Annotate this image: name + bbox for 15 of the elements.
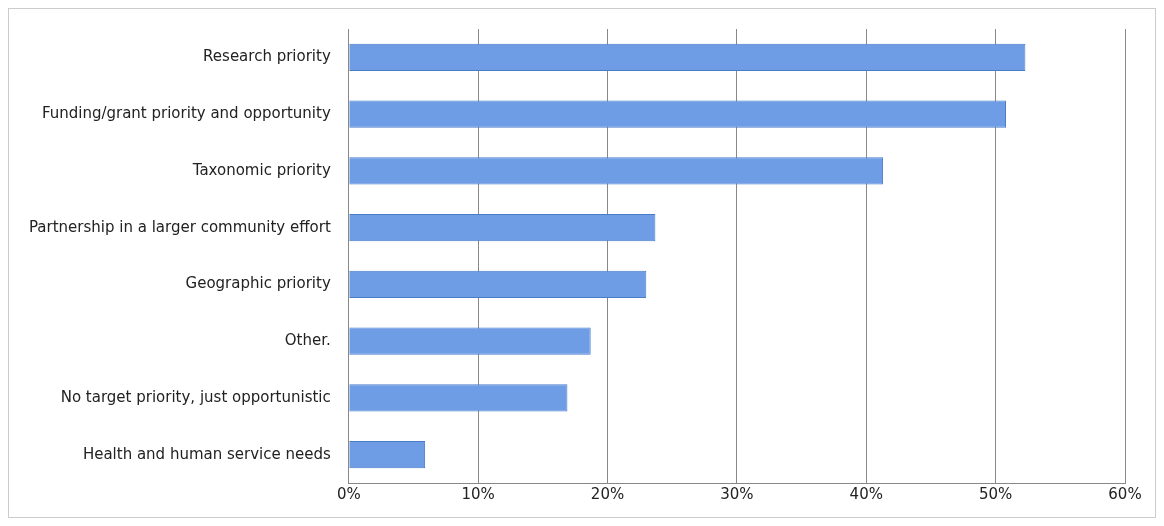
x-tick-label: 0% — [336, 484, 361, 503]
y-tick-label: Other. — [284, 331, 331, 350]
y-tick-label: Research priority — [203, 47, 331, 66]
y-tick-label: Taxonomic priority — [191, 160, 331, 179]
x-tick-label: 50% — [978, 484, 1013, 503]
x-tick-label: 20% — [590, 484, 625, 503]
x-tick-label: 40% — [849, 484, 883, 503]
y-tick-label: No target priority, just opportunistic — [60, 387, 331, 406]
y-tick-label: Health and human service needs — [82, 444, 331, 463]
y-tick-label: Geographic priority — [185, 274, 331, 293]
y-tick-label: Partnership in a larger community effort — [28, 217, 331, 236]
x-tick-label: 30% — [720, 484, 754, 503]
x-tick-label: 10% — [461, 484, 495, 503]
y-tick-label: Funding/grant priority and opportunity — [41, 104, 331, 123]
x-tick-label: 60% — [1108, 484, 1142, 503]
